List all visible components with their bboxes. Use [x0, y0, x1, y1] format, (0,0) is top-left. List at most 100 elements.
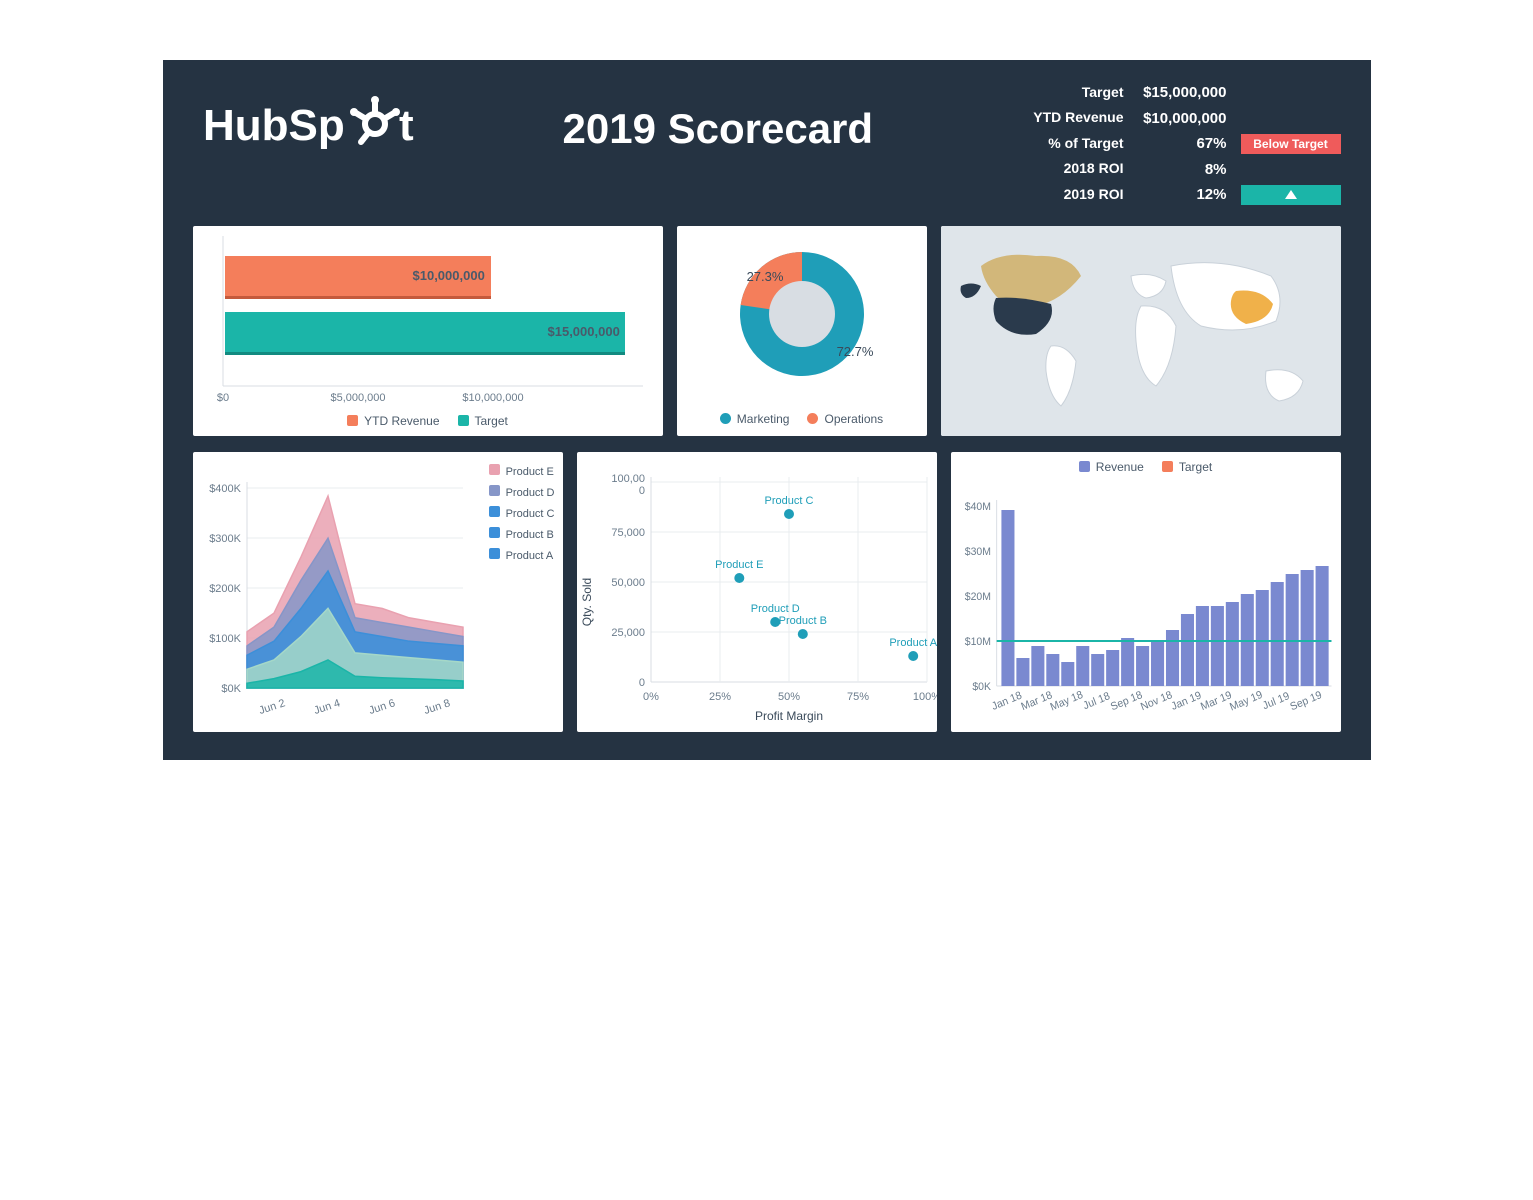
metric-row: 2018 ROI 8%: [1014, 157, 1341, 183]
svg-text:0: 0: [638, 485, 644, 497]
dashboard: HubSp t 2019 Scorecard Target $15,000,00…: [163, 60, 1371, 760]
svg-text:Product E: Product E: [715, 559, 763, 571]
bar-chart-legend: YTD Revenue Target: [193, 408, 663, 434]
status-badge: [1241, 185, 1341, 205]
row-2: $400K $300K $200K $100K $0K Jun 2: [163, 444, 1371, 740]
legend-item: YTD Revenue: [347, 414, 439, 428]
legend-item: Product B: [489, 527, 555, 543]
svg-text:$400K: $400K: [209, 483, 241, 495]
svg-text:50%: 50%: [777, 691, 799, 703]
svg-text:$100K: $100K: [209, 633, 241, 645]
svg-text:100%: 100%: [912, 691, 936, 703]
row-1: $0 $5,000,000 $10,000,000 $10,000,000 $1…: [163, 218, 1371, 444]
svg-text:t: t: [399, 101, 414, 150]
area-chart-legend: Product E Product D Product C Product B …: [489, 464, 555, 569]
svg-text:25%: 25%: [708, 691, 730, 703]
legend-label: YTD Revenue: [364, 414, 439, 428]
legend-item: Product E: [489, 464, 555, 480]
svg-text:100,00: 100,00: [611, 473, 645, 485]
window-frame: HubSp t 2019 Scorecard Target $15,000,00…: [163, 60, 1371, 760]
metric-label: Target: [1014, 81, 1124, 105]
triangle-up-icon: [1285, 190, 1297, 199]
svg-text:$10M: $10M: [964, 635, 990, 647]
metric-value: $15,000,000: [1132, 80, 1227, 106]
svg-text:25,000: 25,000: [611, 627, 645, 639]
svg-text:$10,000,000: $10,000,000: [462, 392, 523, 404]
svg-text:Product D: Product D: [750, 603, 799, 615]
svg-text:$300K: $300K: [209, 533, 241, 545]
metric-label: 2018 ROI: [1014, 157, 1124, 181]
bar-chart-card: $0 $5,000,000 $10,000,000 $10,000,000 $1…: [193, 226, 663, 436]
metric-value: 12%: [1132, 182, 1227, 208]
svg-text:Product C: Product C: [764, 495, 813, 507]
svg-text:75,000: 75,000: [611, 527, 645, 539]
bar-value-label: $15,000,000: [548, 324, 620, 339]
svg-text:72.7%: 72.7%: [836, 344, 873, 359]
svg-text:Jul 19: Jul 19: [1261, 689, 1291, 711]
svg-text:0%: 0%: [643, 691, 659, 703]
svg-text:$200K: $200K: [209, 583, 241, 595]
world-map-card: [941, 226, 1341, 436]
bar-value-label: $10,000,000: [413, 268, 485, 283]
summary-metrics: Target $15,000,000 YTD Revenue $10,000,0…: [1014, 80, 1341, 208]
svg-text:75%: 75%: [846, 691, 868, 703]
svg-text:0: 0: [638, 677, 644, 689]
column-chart-legend: Revenue Target: [951, 452, 1341, 480]
metric-label: YTD Revenue: [1014, 106, 1124, 130]
legend-item: Target: [1162, 460, 1212, 474]
metric-label: % of Target: [1014, 132, 1124, 156]
metric-row: Target $15,000,000: [1014, 80, 1341, 106]
svg-text:$0K: $0K: [972, 680, 991, 692]
legend-item: Revenue: [1079, 460, 1144, 474]
metric-row: % of Target 67% Below Target: [1014, 131, 1341, 157]
svg-text:$40M: $40M: [964, 500, 990, 512]
legend-item: Target: [458, 414, 508, 428]
legend-item: Product D: [489, 485, 555, 501]
scatter-chart-card: Qty. Sold 100,00 0 75,000 50,000 25,000 …: [577, 452, 937, 732]
svg-text:$0: $0: [216, 392, 228, 404]
svg-text:HubSp: HubSp: [203, 101, 345, 150]
svg-text:Jul 18: Jul 18: [1081, 689, 1111, 711]
svg-text:Qty. Sold: Qty. Sold: [580, 577, 594, 625]
brand-logo: HubSp t: [203, 80, 463, 160]
svg-text:$30M: $30M: [964, 545, 990, 557]
svg-text:Jun 4: Jun 4: [312, 697, 341, 717]
svg-text:Jun 6: Jun 6: [367, 697, 396, 717]
legend-item: Operations: [807, 412, 883, 426]
metric-value: 67%: [1132, 131, 1227, 157]
svg-text:Jun 8: Jun 8: [422, 697, 451, 717]
svg-text:Jun 2: Jun 2: [257, 697, 286, 717]
column-chart-card: Revenue Target $40M $30M $20M $10M $0K J…: [951, 452, 1341, 732]
area-chart-card: $400K $300K $200K $100K $0K Jun 2: [193, 452, 563, 732]
legend-label: Operations: [824, 412, 883, 426]
status-badge: Below Target: [1241, 134, 1341, 154]
metric-value: 8%: [1132, 157, 1227, 183]
metric-row: 2019 ROI 12%: [1014, 182, 1341, 208]
legend-label: Revenue: [1096, 460, 1144, 474]
legend-item: Product A: [489, 548, 555, 564]
legend-item: Marketing: [720, 412, 790, 426]
svg-text:Profit Margin: Profit Margin: [754, 709, 822, 723]
svg-text:$20M: $20M: [964, 590, 990, 602]
svg-text:Product A: Product A: [889, 637, 937, 649]
metric-row: YTD Revenue $10,000,000: [1014, 106, 1341, 132]
donut-chart-card: 27.3% 72.7% Marketing Operations: [677, 226, 927, 436]
svg-text:$5,000,000: $5,000,000: [330, 392, 385, 404]
svg-text:Sep 19: Sep 19: [1288, 688, 1323, 712]
svg-text:50,000: 50,000: [611, 577, 645, 589]
header: HubSp t 2019 Scorecard Target $15,000,00…: [163, 60, 1371, 218]
svg-text:$0K: $0K: [221, 683, 241, 695]
svg-text:Jan 19: Jan 19: [1169, 689, 1203, 713]
legend-label: Target: [1179, 460, 1212, 474]
svg-text:Jan 18: Jan 18: [990, 689, 1024, 713]
svg-text:May 18: May 18: [1048, 688, 1084, 713]
metric-label: 2019 ROI: [1014, 183, 1124, 207]
svg-text:May 19: May 19: [1228, 688, 1264, 713]
legend-label: Target: [475, 414, 508, 428]
legend-label: Marketing: [737, 412, 790, 426]
metric-value: $10,000,000: [1132, 106, 1227, 132]
svg-text:27.3%: 27.3%: [746, 269, 783, 284]
page-title: 2019 Scorecard: [493, 80, 984, 153]
svg-text:Product B: Product B: [778, 615, 826, 627]
legend-item: Product C: [489, 506, 555, 522]
